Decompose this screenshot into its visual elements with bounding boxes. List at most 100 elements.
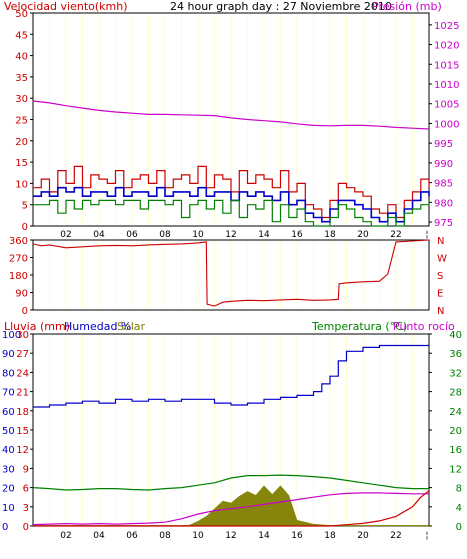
dew-label: Punto rocío (393, 320, 455, 333)
y-tick-label: 20 (2, 484, 15, 495)
y-tick-label: 5 (22, 201, 28, 212)
solar-label: Solar (117, 320, 146, 333)
x-tick-label: 16 (291, 230, 303, 240)
wind-series-line (33, 186, 430, 223)
x-tick-label: 08 (159, 531, 171, 541)
y-tick-label: 80 (2, 368, 15, 379)
y-tick-label: 3 (23, 503, 29, 514)
y-tick-label: 1010 (434, 80, 459, 91)
y-tick-label: 21 (16, 388, 29, 399)
direction-series-line (32, 239, 430, 307)
y-tick-label: 40 (449, 330, 462, 341)
y-tick-label: 180 (9, 271, 28, 282)
wind-right-label: Presión (mb) (372, 0, 442, 13)
x-tick-label: 02 (60, 230, 71, 240)
y-tick-label: 50 (2, 426, 15, 437)
y-tick-label: 1015 (434, 60, 459, 71)
climate-series-line (32, 492, 429, 526)
y-tick-label: 10 (15, 179, 28, 190)
wind-series-line (33, 199, 430, 227)
y-tick-label: 40 (15, 52, 28, 63)
y-tick-label: 985 (434, 179, 453, 190)
x-tick-label: 20 (357, 230, 369, 240)
y-tick-label: 270 (9, 254, 28, 265)
x-tick-label: 20 (357, 531, 369, 541)
y-tick-label: 360 (9, 236, 28, 247)
x-tick-label: 10 (192, 531, 204, 541)
y-tick-label: 4 (456, 503, 462, 514)
y-tick-label: 30 (16, 330, 29, 341)
climate-series-line (33, 344, 429, 408)
y-tick-label: 8 (456, 484, 462, 495)
x-tick-label: 14 (258, 531, 270, 541)
y-tick-label: W (437, 254, 447, 265)
y-tick-label: E (437, 289, 443, 300)
temp-label: Temperatura (°C) (311, 320, 407, 333)
x-tick-label: 12 (225, 230, 236, 240)
y-tick-label: 40 (2, 445, 15, 456)
y-tick-label: 980 (434, 198, 453, 209)
x-tick-label: 12 (225, 531, 236, 541)
y-tick-label: 70 (2, 388, 15, 399)
y-tick-label: 0 (2, 522, 8, 533)
y-tick-label: 6 (23, 484, 29, 495)
y-tick-label: 1020 (434, 41, 459, 52)
wind-left-label: Velocidad viento(kmh) (4, 0, 128, 13)
y-tick-label: 12 (449, 464, 462, 475)
y-tick-label: 0 (456, 522, 462, 533)
y-tick-label: 90 (15, 289, 28, 300)
wind-title: 24 hour graph day : 27 Noviembre 2010 (170, 0, 392, 13)
y-tick-label: 10 (2, 503, 15, 514)
y-tick-label: 0 (23, 522, 29, 533)
x-tick-label: 06 (126, 531, 138, 541)
y-tick-label: 24 (16, 368, 29, 379)
y-tick-label: 32 (449, 368, 462, 379)
x-tick-label: 18 (324, 531, 336, 541)
y-tick-label: 15 (15, 158, 28, 169)
x-tick-label: 22 (390, 531, 401, 541)
x-tick-label: 06 (126, 230, 138, 240)
y-tick-label: 100 (2, 330, 21, 341)
y-tick-label: 20 (15, 137, 28, 148)
x-tick-label: 04 (93, 531, 105, 541)
x-tick-label: 16 (291, 531, 303, 541)
x-tick-label: 08 (159, 230, 171, 240)
y-tick-label: 0 (22, 222, 28, 233)
x-end-mark: ¦ (425, 230, 428, 240)
y-tick-label: 9 (23, 464, 29, 475)
y-tick-label: 12 (16, 445, 29, 456)
y-tick-label: 45 (15, 30, 28, 41)
climate-series-line (32, 474, 429, 491)
y-tick-label: 18 (16, 407, 29, 418)
y-tick-label: 1025 (434, 21, 459, 32)
x-tick-label: 18 (324, 230, 336, 240)
y-tick-label: 60 (2, 407, 15, 418)
x-tick-label: 10 (192, 230, 204, 240)
humidity-label: Humedad % (64, 320, 131, 333)
y-tick-label: 1005 (434, 100, 459, 111)
y-tick-label: 975 (434, 218, 453, 229)
y-tick-label: 1000 (434, 119, 459, 130)
y-tick-label: N (437, 236, 444, 247)
x-tick-label: 14 (258, 230, 270, 240)
y-tick-label: 30 (15, 94, 28, 105)
y-tick-label: S (437, 271, 443, 282)
y-tick-label: 990 (434, 159, 453, 170)
y-tick-label: 36 (449, 349, 462, 360)
y-tick-label: 15 (16, 426, 29, 437)
rain-label: Lluvia (mm) (4, 320, 70, 333)
y-tick-label: 20 (449, 426, 462, 437)
x-tick-label: 22 (390, 230, 401, 240)
y-tick-label: 25 (15, 116, 28, 127)
wind-series-line (32, 100, 430, 130)
y-tick-label: 0 (22, 306, 28, 317)
x-end-mark: ¦ (425, 531, 428, 541)
y-tick-label: N (437, 306, 444, 317)
y-tick-label: 27 (16, 349, 29, 360)
y-tick-label: 35 (15, 73, 28, 84)
y-tick-label: 995 (434, 139, 453, 150)
y-tick-label: 28 (449, 388, 462, 399)
y-tick-label: 50 (15, 9, 28, 20)
y-tick-label: 90 (2, 349, 15, 360)
